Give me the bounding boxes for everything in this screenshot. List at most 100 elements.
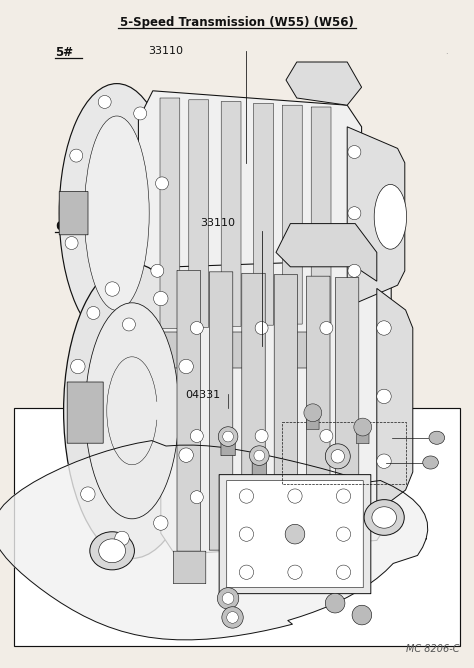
Circle shape [154, 291, 168, 306]
FancyBboxPatch shape [307, 413, 319, 430]
Circle shape [377, 389, 391, 403]
Circle shape [255, 491, 268, 504]
Circle shape [239, 527, 254, 541]
Circle shape [320, 321, 333, 335]
Circle shape [337, 489, 351, 503]
Circle shape [325, 593, 345, 613]
FancyBboxPatch shape [177, 271, 201, 551]
Circle shape [249, 446, 269, 466]
Circle shape [65, 236, 78, 249]
Ellipse shape [90, 532, 135, 570]
Circle shape [288, 527, 302, 541]
Ellipse shape [423, 456, 438, 469]
Circle shape [285, 524, 305, 544]
FancyBboxPatch shape [249, 551, 282, 584]
Ellipse shape [59, 84, 174, 343]
Circle shape [154, 516, 168, 530]
FancyBboxPatch shape [219, 475, 371, 594]
Polygon shape [347, 127, 405, 307]
Ellipse shape [64, 263, 201, 558]
FancyBboxPatch shape [307, 276, 330, 547]
Circle shape [70, 149, 83, 162]
Text: 33110: 33110 [200, 218, 235, 228]
Circle shape [325, 444, 350, 469]
FancyBboxPatch shape [59, 192, 88, 235]
Text: MC 8206-C: MC 8206-C [407, 644, 460, 654]
Ellipse shape [374, 184, 407, 249]
Circle shape [239, 489, 254, 503]
Circle shape [255, 430, 268, 442]
Circle shape [348, 265, 361, 277]
FancyBboxPatch shape [67, 382, 103, 443]
Circle shape [377, 321, 391, 335]
FancyBboxPatch shape [210, 272, 233, 550]
Circle shape [337, 527, 351, 541]
Circle shape [377, 454, 391, 468]
Circle shape [304, 404, 322, 422]
FancyBboxPatch shape [274, 275, 298, 548]
Circle shape [320, 491, 333, 504]
Circle shape [352, 605, 372, 625]
Polygon shape [276, 224, 377, 281]
Text: 5-Speed Transmission (W55) (W56): 5-Speed Transmission (W55) (W56) [120, 16, 354, 29]
FancyBboxPatch shape [356, 427, 369, 444]
Circle shape [331, 450, 345, 463]
FancyBboxPatch shape [311, 107, 331, 323]
Circle shape [155, 177, 168, 190]
Polygon shape [377, 289, 413, 512]
Circle shape [179, 448, 193, 462]
Circle shape [320, 430, 333, 442]
Ellipse shape [99, 539, 126, 562]
Circle shape [223, 432, 233, 442]
Bar [282, 422, 407, 484]
Circle shape [337, 565, 351, 579]
Circle shape [227, 612, 238, 623]
Circle shape [255, 321, 268, 335]
Text: 5#: 5# [55, 46, 73, 59]
FancyBboxPatch shape [283, 105, 302, 324]
Bar [14, 408, 460, 646]
Circle shape [222, 607, 243, 628]
Circle shape [191, 321, 203, 335]
FancyBboxPatch shape [221, 102, 241, 326]
Circle shape [191, 491, 203, 504]
Ellipse shape [85, 303, 179, 519]
Circle shape [354, 418, 372, 436]
Circle shape [151, 265, 164, 277]
Circle shape [288, 489, 302, 503]
Circle shape [254, 450, 264, 461]
Polygon shape [286, 62, 362, 105]
Ellipse shape [429, 432, 445, 444]
FancyBboxPatch shape [160, 98, 180, 329]
Circle shape [115, 531, 129, 546]
FancyBboxPatch shape [173, 551, 206, 584]
FancyBboxPatch shape [254, 104, 273, 325]
Circle shape [134, 107, 146, 120]
Ellipse shape [364, 500, 404, 535]
Text: 6#: 6# [55, 220, 73, 233]
Circle shape [218, 588, 239, 609]
FancyBboxPatch shape [225, 332, 254, 368]
Ellipse shape [84, 116, 149, 311]
Polygon shape [138, 91, 362, 335]
Circle shape [71, 359, 85, 373]
Circle shape [218, 427, 238, 446]
FancyBboxPatch shape [189, 100, 209, 327]
Circle shape [105, 282, 119, 296]
Circle shape [98, 96, 111, 108]
Text: ·: · [445, 50, 447, 59]
FancyBboxPatch shape [227, 480, 363, 588]
FancyBboxPatch shape [221, 437, 235, 456]
Text: 04331: 04331 [185, 390, 220, 400]
Text: 33110: 33110 [148, 46, 183, 56]
Circle shape [191, 430, 203, 442]
Circle shape [348, 146, 361, 158]
Circle shape [222, 593, 234, 604]
Circle shape [122, 318, 136, 331]
Circle shape [81, 487, 95, 501]
Circle shape [348, 206, 361, 220]
Circle shape [87, 307, 100, 319]
Circle shape [288, 565, 302, 579]
FancyBboxPatch shape [325, 551, 357, 584]
Polygon shape [0, 441, 428, 640]
